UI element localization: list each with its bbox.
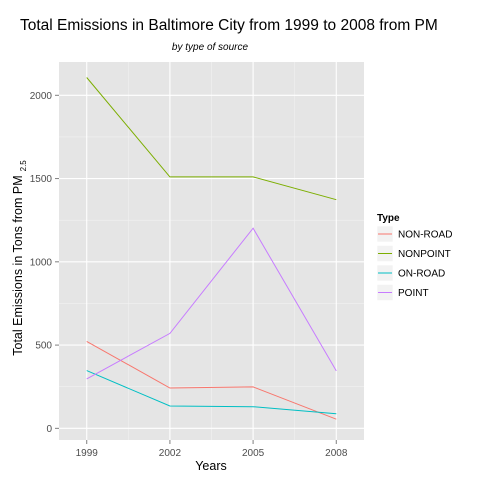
legend-title: Type bbox=[377, 213, 400, 224]
y-axis: 0 500 1000 1500 2000 bbox=[30, 91, 59, 435]
legend-label: NON-ROAD bbox=[398, 230, 452, 241]
grid-minor bbox=[59, 62, 364, 440]
legend-label: NONPOINT bbox=[398, 249, 451, 260]
x-tick-label: 2002 bbox=[159, 448, 182, 459]
legend-label: ON-ROAD bbox=[398, 269, 445, 280]
legend-label: POINT bbox=[398, 288, 429, 299]
y-tick-label: 2000 bbox=[30, 91, 53, 102]
series-line-on-road bbox=[86, 370, 337, 415]
y-tick-label: 0 bbox=[46, 424, 52, 435]
chart-title: Total Emissions in Baltimore City from 1… bbox=[20, 17, 438, 34]
y-tick-label: 1000 bbox=[30, 257, 53, 268]
x-tick-label: 2005 bbox=[242, 448, 265, 459]
series-line-non-road bbox=[86, 340, 337, 420]
grid-major bbox=[59, 62, 364, 440]
y-axis-label-main: Total Emissions in Tons from PM bbox=[11, 175, 25, 355]
x-axis-label: Years bbox=[195, 459, 227, 473]
legend: Type NON-ROAD NONPOINT ON-ROAD POINT bbox=[376, 213, 452, 301]
svg-text:Total Emissions in Tons from P: Total Emissions in Tons from PM 2.5 bbox=[11, 160, 28, 356]
y-axis-label: Total Emissions in Tons from PM 2.5 bbox=[11, 160, 28, 356]
x-axis: 1999 2002 2005 2008 bbox=[76, 440, 348, 459]
series-line-nonpoint bbox=[86, 77, 337, 201]
y-axis-label-subscript: 2.5 bbox=[19, 160, 28, 172]
chart-subtitle: by type of source bbox=[172, 42, 249, 53]
series-lines bbox=[86, 77, 337, 420]
x-tick-label: 2008 bbox=[325, 448, 348, 459]
series-line-point bbox=[86, 227, 337, 380]
x-tick-label: 1999 bbox=[76, 448, 99, 459]
y-tick-label: 500 bbox=[35, 341, 52, 352]
y-tick-label: 1500 bbox=[30, 174, 53, 185]
